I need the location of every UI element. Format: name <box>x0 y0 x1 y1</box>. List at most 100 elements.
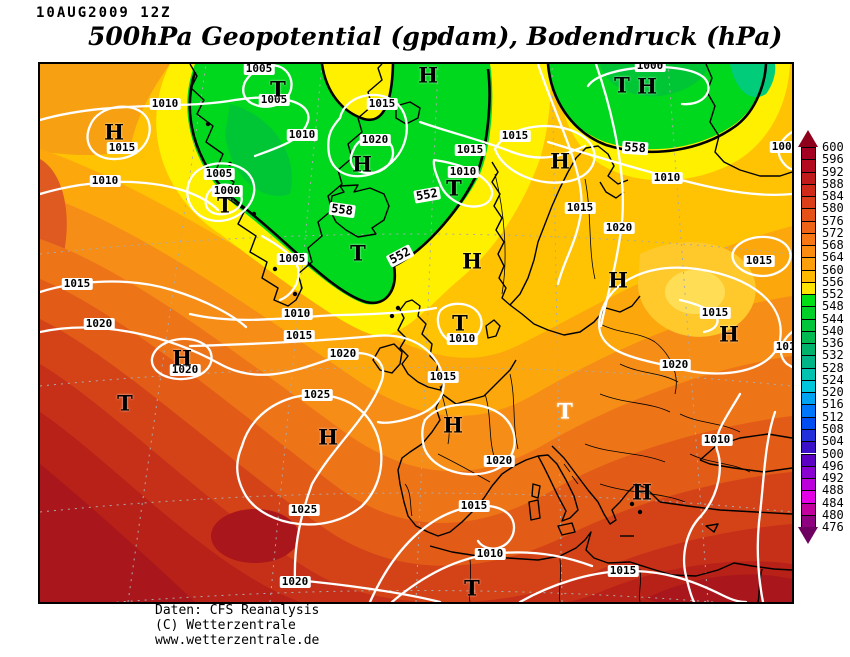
colorbar-band <box>801 355 816 368</box>
colorbar-tick <box>801 294 816 296</box>
colorbar-tick-label: 504 <box>822 434 844 449</box>
isobar-value-label: 1015 <box>499 129 531 142</box>
high-pressure-marker: H <box>318 424 338 450</box>
credits-data-source: Daten: CFS Reanalysis <box>155 603 320 618</box>
isobar-value-label: 1020 <box>279 575 311 588</box>
chart-title: 500hPa Geopotential (gpdam), Bodendruck … <box>88 22 783 51</box>
colorbar-arrow-down <box>798 527 818 545</box>
colorbar-tick-label: 544 <box>822 311 844 326</box>
colorbar-tick <box>801 465 816 467</box>
coastlines <box>189 64 792 602</box>
isobar-value-label: 1020 <box>169 363 201 376</box>
colorbar-band <box>801 183 816 197</box>
colorbar-band <box>801 294 816 307</box>
colorbar-tick-label: 524 <box>822 372 844 387</box>
colorbar-tick <box>801 379 816 381</box>
geopotential-colorbar-legend: 600 596 592 588 584 580 576 572 568 564 560 556 552 5… <box>798 130 850 550</box>
colorbar-tick-label: 540 <box>822 323 844 338</box>
colorbar-tick <box>801 220 816 222</box>
colorbar-tick <box>801 147 816 148</box>
low-pressure-marker: T <box>117 390 133 416</box>
isobar-value-label: 1020 <box>327 347 359 360</box>
colorbar-tick-label: 548 <box>822 299 844 314</box>
colorbar-tick-label: 476 <box>822 520 844 535</box>
colorbar-tick-label: 512 <box>822 409 844 424</box>
colorbar-band <box>801 343 816 356</box>
colorbar-band <box>801 502 816 515</box>
colorbar-tick <box>801 478 816 480</box>
isobar-value-label: 1015 <box>427 370 459 383</box>
colorbar-band <box>801 428 816 442</box>
colorbar-tick-label: 536 <box>822 336 844 351</box>
colorbar-band <box>801 465 816 478</box>
colorbar-tick-label: 592 <box>822 164 844 179</box>
high-pressure-marker: H <box>719 321 739 347</box>
colorbar-band <box>801 416 816 429</box>
colorbar-tick-label: 484 <box>822 495 844 510</box>
high-pressure-marker: H <box>443 412 463 438</box>
weather-map-panel: 1005 1005 1010 1015 1000 1015 1020 1010 1015 1015… <box>38 62 794 604</box>
colorbar-band <box>801 159 816 172</box>
isobar-value-label: 1020 <box>83 317 115 330</box>
high-pressure-marker: H <box>637 73 657 99</box>
colorbar-band <box>801 245 816 258</box>
colorbar-tick-label: 520 <box>822 385 844 400</box>
isobar-value-label: 1015 <box>607 564 639 577</box>
colorbar-tick <box>801 392 816 394</box>
isobar-value-label: 1015 <box>699 306 731 319</box>
isobar-value-label: 1015 <box>458 499 490 512</box>
credits-copyright: (C) Wetterzentrale <box>155 618 296 633</box>
low-pressure-marker: T <box>217 192 233 218</box>
colorbar-tick-label: 600 <box>822 140 844 154</box>
geopotential-value-label: 558 <box>621 139 649 156</box>
colorbar-arrow-up <box>798 130 818 147</box>
isobar-value-label: 1010 <box>773 341 792 353</box>
colorbar-band <box>801 392 816 405</box>
colorbar-tick-label: 572 <box>822 225 844 240</box>
isobar-value-label: 1015 <box>366 97 398 110</box>
colorbar-tick-label: 576 <box>822 213 844 228</box>
colorbar-band <box>801 196 816 209</box>
colorbar-tick <box>801 428 816 430</box>
isobar-value-label: 1000 <box>634 62 666 72</box>
isobar-value-label: 1005 <box>276 252 308 265</box>
isobar-value-label: 1005 <box>769 141 792 153</box>
isobar-value-label: 1015 <box>61 277 93 290</box>
colorbar-tick-label: 496 <box>822 458 844 473</box>
colorbar-tick <box>801 171 816 173</box>
colorbar-tick <box>801 245 816 247</box>
high-pressure-marker: H <box>608 267 628 293</box>
colorbar-band <box>801 379 816 393</box>
colorbar-band <box>801 404 816 417</box>
colorbar-band <box>801 147 816 160</box>
colorbar-band <box>801 318 816 331</box>
colorbar-tick-label: 500 <box>822 446 844 461</box>
colorbar-tick <box>801 502 816 504</box>
high-pressure-marker: H <box>632 479 652 505</box>
isobar-value-label: 1010 <box>701 433 733 446</box>
colorbar-tick <box>801 306 816 308</box>
isobar-value-label: 1025 <box>288 503 320 516</box>
geopotential-color-field <box>40 64 792 602</box>
colorbar-band <box>801 330 816 344</box>
colorbar-band <box>801 306 816 319</box>
low-pressure-marker: T <box>452 310 468 336</box>
isobar-value-label: 1010 <box>447 165 479 178</box>
colorbar-tick <box>801 453 816 455</box>
colorbar-band <box>801 281 816 295</box>
colorbar-tick-label: 508 <box>822 421 844 436</box>
colorbar-tick <box>801 416 816 418</box>
credits-website: www.wetterzentrale.de <box>155 633 320 648</box>
colorbar-band <box>801 232 816 246</box>
isobar-value-label: 1020 <box>659 358 691 371</box>
colorbar-tick-label: 564 <box>822 250 844 265</box>
colorbar-tick <box>801 514 816 516</box>
colorbar-tick-label: 488 <box>822 483 844 498</box>
high-pressure-marker: H <box>172 345 192 371</box>
high-pressure-marker: H <box>352 151 372 177</box>
colorbar-tick <box>801 404 816 406</box>
colorbar-band <box>801 257 816 270</box>
credits-block: Daten: CFS Reanalysis (C) Wetterzentrale… <box>155 603 319 648</box>
colorbar-band <box>801 478 816 491</box>
colorbar-tick-label: 580 <box>822 201 844 216</box>
